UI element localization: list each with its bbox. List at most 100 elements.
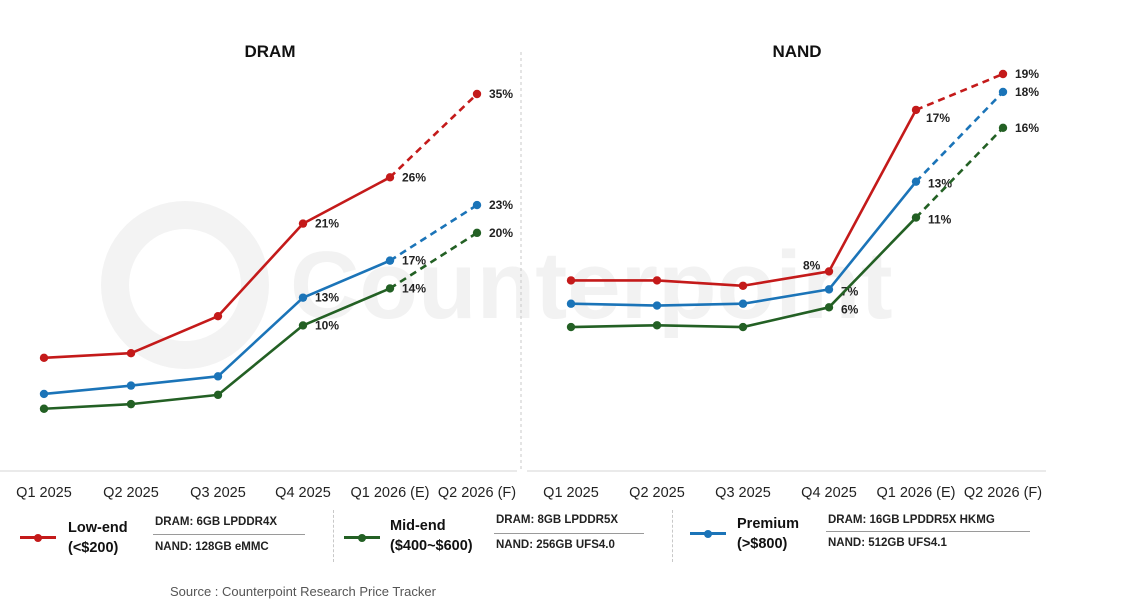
nand-low-end-point-q1-2026-e (911, 105, 921, 115)
legend-key-mid-end (344, 533, 380, 542)
dram-x-tick-q4-2025: Q4 2025 (275, 485, 331, 501)
nand-mid-end-point-q2-2025 (652, 321, 662, 330)
nand-low-end-point-q3-2025 (738, 281, 748, 290)
legend-key-low-end (20, 533, 56, 542)
legend-name-premium-line1: Premium (737, 516, 800, 532)
dram-premium-label-q2-2026-f: 23% (489, 198, 513, 212)
legend-key-premium (690, 529, 726, 538)
dram-low-end-point-q1-2026-e (385, 173, 395, 182)
dram-mid-end-point-q2-2025 (126, 399, 136, 409)
dram-x-tick-q2-2026-f: Q2 2026 (F) (438, 485, 516, 501)
legend-dram-spec-low-end: DRAM: 6GB LPDDR4X (155, 516, 278, 528)
legend-rule-premium (826, 531, 1030, 532)
dram-mid-end-point-q3-2025 (213, 390, 223, 400)
nand-mid-end-label-q2-2026-f: 16% (1015, 121, 1039, 135)
dram-mid-end-point-q1-2025 (39, 404, 49, 413)
dram-x-tick-q1-2025: Q1 2025 (16, 485, 72, 501)
legend-name-mid-end-line2: ($400~$600) (390, 538, 473, 554)
nand-premium-label-q4-2025: 7% (841, 284, 859, 298)
nand-premium-point-q1-2025 (566, 299, 576, 308)
nand-mid-end-label-q4-2025: 6% (841, 302, 859, 316)
dram-premium-point-q4-2025 (298, 293, 308, 302)
nand-low-end-point-q4-2025 (824, 267, 834, 276)
legend-name-low-end-line1: Low-end (68, 520, 128, 536)
dram-low-end-label-q2-2026-f: 35% (489, 87, 513, 101)
dram-premium-label-q1-2026-e: 17% (402, 254, 426, 268)
legend-name-mid-end-line1: Mid-end (390, 518, 446, 534)
nand-premium-label-q2-2026-f: 18% (1015, 85, 1039, 99)
nand-x-tick-q3-2025: Q3 2025 (715, 485, 771, 501)
legend-separator-2 (672, 510, 673, 562)
nand-premium-point-q2-2025 (652, 301, 662, 310)
nand-mid-end-forecast-line (915, 126, 1004, 219)
legend-name-premium: Premium (>$800) (737, 514, 799, 554)
legend-rule-mid-end (494, 533, 644, 534)
dram-mid-end-point-q1-2026-e (385, 284, 395, 293)
dram-premium-point-q3-2025 (213, 372, 223, 381)
dram-chart-title: DRAM (245, 42, 296, 61)
dram-premium-point-q1-2025 (39, 389, 49, 399)
nand-premium-forecast-line (915, 91, 1004, 183)
nand-plot: Q1 2025 Q2 2025 Q3 2025 Q4 2025 Q1 2026 (E) Q… (543, 67, 1042, 501)
dram-low-end-label-q4-2025: 21% (315, 217, 339, 231)
nand-low-end-point-q2-2026-f (998, 69, 1008, 79)
dram-premium-point-q2-2025 (126, 381, 136, 390)
nand-premium-point-q3-2025 (738, 299, 748, 308)
watermark-logo-icon (101, 201, 269, 369)
dram-premium-forecast-line (389, 203, 478, 262)
legend-nand-spec-low-end: NAND: 128GB eMMC (155, 541, 269, 553)
nand-chart-title: NAND (772, 42, 821, 61)
nand-x-tick-q4-2025: Q4 2025 (801, 485, 857, 501)
legend-marker-mid-end (358, 533, 366, 542)
legend-separator-1 (333, 510, 334, 562)
nand-low-end-forecast-line (915, 72, 1004, 112)
dram-x-tick-q2-2025: Q2 2025 (103, 485, 159, 501)
dram-mid-end-point-q2-2026-f (472, 228, 482, 238)
watermark-text: Counterpoint (290, 232, 893, 339)
nand-x-tick-q1-2026-e: Q1 2026 (E) (877, 485, 956, 501)
legend-name-mid-end: Mid-end ($400~$600) (390, 516, 473, 556)
dram-mid-end-point-q4-2025 (298, 321, 308, 330)
legend-nand-spec-premium: NAND: 512GB UFS4.1 (828, 537, 947, 549)
legend-dram-spec-mid-end: DRAM: 8GB LPDDR5X (496, 514, 619, 526)
nand-mid-end-point-q1-2026-e (911, 213, 921, 222)
nand-mid-end-label-q1-2026-e: 11% (928, 213, 952, 227)
dram-premium-label-q4-2025: 13% (315, 291, 339, 305)
dram-low-end-point-q4-2025 (298, 219, 308, 228)
nand-premium-point-q4-2025 (824, 285, 834, 294)
dram-low-end-label-q1-2026-e: 26% (402, 170, 426, 184)
dram-x-tick-q3-2025: Q3 2025 (190, 485, 246, 501)
nand-premium-point-q1-2026-e (911, 177, 921, 186)
dram-low-end-point-q2-2026-f (472, 89, 482, 99)
dram-mid-end-forecast-line (389, 231, 478, 290)
legend-dram-spec-premium: DRAM: 16GB LPDDR5X HKMG (828, 514, 995, 526)
nand-low-end-point-q2-2025 (652, 276, 662, 285)
dram-mid-end-label-q1-2026-e: 14% (402, 281, 426, 295)
dram-mid-end-label-q2-2026-f: 20% (489, 226, 513, 240)
legend-marker-low-end (34, 533, 42, 542)
dram-low-end-point-q1-2025 (39, 353, 49, 363)
nand-mid-end-point-q3-2025 (738, 322, 748, 332)
legend-rule-low-end (153, 534, 305, 535)
dram-plot: Q1 2025 Q2 2025 Q3 2025 Q4 2025 Q1 2026 (E) Q… (16, 87, 516, 501)
nand-low-end-label-q4-2025: 8% (803, 258, 821, 272)
dram-low-end-point-q2-2025 (126, 349, 136, 358)
nand-mid-end-point-q4-2025 (824, 303, 834, 312)
nand-x-tick-q2-2025: Q2 2025 (629, 485, 685, 501)
nand-mid-end-point-q2-2026-f (998, 123, 1008, 133)
legend-name-low-end-line2: (<$200) (68, 540, 119, 556)
nand-premium-label-q1-2026-e: 13% (928, 177, 952, 191)
source-note: Source : Counterpoint Research Price Tra… (170, 584, 436, 599)
dram-premium-point-q1-2026-e (385, 256, 395, 265)
dram-mid-end-label-q4-2025: 10% (315, 318, 339, 332)
dram-x-tick-q1-2026-e: Q1 2026 (E) (351, 485, 430, 501)
legend-name-low-end: Low-end (<$200) (68, 518, 128, 558)
nand-low-end-point-q1-2025 (566, 276, 576, 285)
nand-low-end-label-q2-2026-f: 19% (1015, 67, 1039, 81)
legend-name-premium-line2: (>$800) (737, 536, 788, 552)
dram-low-end-forecast-line (389, 93, 478, 179)
dram-premium-point-q2-2026-f (472, 200, 482, 210)
nand-mid-end-point-q1-2025 (566, 322, 576, 332)
legend-marker-premium (704, 529, 712, 538)
